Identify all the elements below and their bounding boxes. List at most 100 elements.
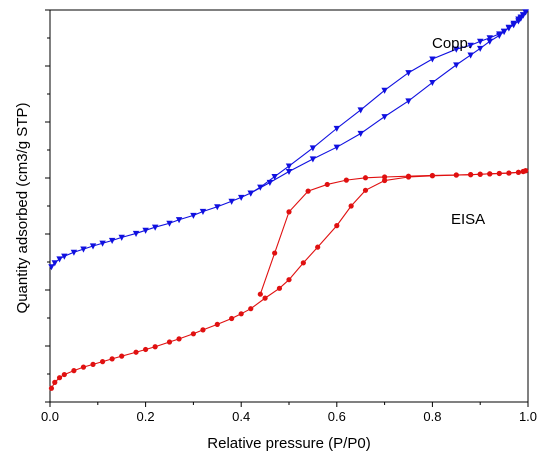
- data-point-copp: [266, 179, 274, 186]
- data-point-eisa: [487, 171, 493, 177]
- data-point-eisa: [520, 168, 526, 175]
- data-point-eisa: [71, 368, 77, 374]
- x-tick-label: 0.6: [328, 409, 346, 424]
- data-point-copp: [467, 42, 474, 49]
- data-point-copp: [132, 230, 140, 237]
- data-point-eisa: [262, 295, 268, 301]
- x-axis-title: Relative pressure (P/P0): [207, 435, 370, 452]
- data-point-copp: [175, 217, 183, 224]
- data-point-eisa: [453, 172, 459, 178]
- data-point-eisa: [496, 170, 502, 177]
- data-point-eisa: [143, 346, 149, 353]
- data-point-eisa: [214, 321, 220, 327]
- data-point-eisa: [405, 173, 412, 179]
- data-point-copp: [496, 31, 503, 38]
- data-point-eisa: [238, 311, 244, 317]
- plot-frame: [49, 9, 529, 403]
- data-point-copp: [500, 28, 508, 35]
- axis-tick-labels: 0.0 0.2 0.4 0.6 0.8 1.0: [41, 409, 537, 424]
- data-point-eisa: [257, 291, 263, 297]
- data-point-copp: [381, 87, 388, 94]
- data-point-copp: [405, 70, 412, 77]
- data-point-copp: [357, 130, 364, 137]
- data-point-eisa: [276, 285, 283, 291]
- data-point-eisa: [133, 349, 139, 355]
- data-point-copp: [190, 212, 197, 219]
- series-layer: [48, 9, 529, 391]
- data-point-eisa: [80, 364, 87, 370]
- data-point-copp: [70, 249, 78, 256]
- data-point-eisa: [109, 356, 115, 362]
- data-point-eisa: [348, 203, 354, 209]
- data-point-copp: [486, 35, 493, 42]
- y-axis-title: Quantity adsorbed (cm3/g STP): [14, 103, 31, 314]
- data-point-copp: [51, 260, 58, 267]
- data-point-copp: [522, 9, 529, 16]
- data-point-copp: [238, 194, 245, 201]
- data-point-copp: [228, 198, 235, 205]
- data-point-eisa: [200, 327, 206, 333]
- x-tick-label: 0.8: [423, 409, 441, 424]
- series-line-copp-desorption: [250, 11, 527, 194]
- data-point-copp: [80, 246, 87, 253]
- data-point-copp: [309, 145, 317, 152]
- data-point-copp: [357, 107, 364, 114]
- data-point-copp: [56, 256, 63, 263]
- data-point-copp: [271, 174, 278, 181]
- data-point-eisa: [324, 181, 330, 188]
- data-point-copp: [108, 237, 116, 245]
- data-point-eisa: [190, 331, 196, 337]
- data-point-eisa: [515, 169, 522, 175]
- data-point-copp: [381, 114, 388, 121]
- data-point-copp: [477, 38, 484, 45]
- data-point-copp: [199, 208, 207, 216]
- data-point-copp: [333, 125, 340, 132]
- data-point-eisa: [152, 344, 158, 350]
- data-point-copp: [99, 240, 106, 247]
- data-point-copp: [486, 38, 493, 45]
- data-point-eisa: [119, 353, 125, 359]
- data-point-eisa: [248, 306, 254, 312]
- data-point-eisa: [343, 177, 349, 183]
- series-line-eisa-desorption: [259, 170, 526, 295]
- data-point-eisa: [99, 359, 106, 365]
- series-copp: [48, 9, 529, 271]
- data-point-eisa: [176, 336, 182, 342]
- data-point-eisa: [52, 379, 58, 385]
- axis-ticks: [45, 9, 529, 407]
- data-point-eisa: [300, 260, 306, 266]
- data-point-copp: [515, 18, 522, 25]
- x-tick-label: 1.0: [519, 409, 537, 424]
- data-point-eisa: [90, 361, 96, 367]
- data-point-eisa: [334, 223, 340, 229]
- x-tick-label: 0.2: [137, 409, 155, 424]
- data-point-copp: [285, 163, 293, 170]
- data-point-eisa: [272, 250, 278, 256]
- data-point-eisa: [315, 244, 321, 250]
- data-point-copp: [477, 45, 484, 52]
- series-eisa: [48, 168, 529, 391]
- data-point-eisa: [305, 188, 311, 194]
- data-point-copp: [429, 79, 436, 87]
- data-point-copp: [257, 184, 264, 191]
- x-tick-label: 0.0: [41, 409, 59, 424]
- data-point-copp: [309, 156, 317, 163]
- data-point-eisa: [429, 172, 435, 179]
- x-tick-label: 0.4: [232, 409, 250, 424]
- data-point-copp: [467, 52, 474, 59]
- data-point-eisa: [56, 375, 63, 381]
- data-point-eisa: [382, 174, 388, 180]
- data-point-copp: [48, 264, 55, 271]
- data-point-eisa: [61, 371, 67, 378]
- data-point-eisa: [362, 187, 369, 193]
- data-point-copp: [520, 12, 527, 19]
- data-point-copp: [453, 46, 460, 53]
- data-point-copp: [453, 62, 460, 69]
- data-point-eisa: [48, 385, 55, 391]
- plot-border: [49, 9, 529, 403]
- data-point-eisa: [506, 170, 512, 176]
- data-point-copp: [505, 25, 513, 32]
- data-point-copp: [285, 168, 293, 176]
- data-point-copp: [118, 234, 125, 241]
